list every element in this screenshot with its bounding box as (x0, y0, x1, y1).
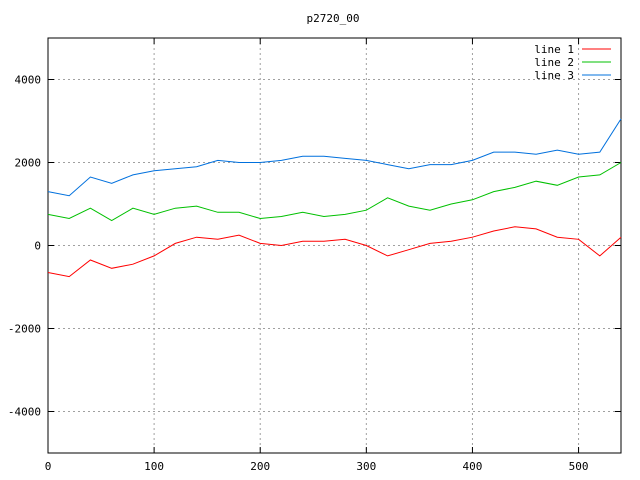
y-tick-label: 2000 (15, 157, 42, 170)
series-line-1 (47, 226, 622, 278)
x-tick-label: 400 (463, 460, 483, 473)
y-tick-label: -2000 (8, 323, 41, 336)
y-tick-label: -4000 (8, 406, 41, 419)
legend-label: line 1 (534, 43, 574, 56)
series-line-2 (47, 162, 622, 222)
x-tick-label: 200 (250, 460, 270, 473)
legend-label: line 2 (534, 56, 574, 69)
y-tick-label: 4000 (15, 74, 42, 87)
grid (48, 38, 621, 453)
chart-title: p2720_00 (307, 12, 360, 25)
series-line-3 (47, 118, 622, 197)
x-tick-label: 300 (356, 460, 376, 473)
x-tick-label: 0 (45, 460, 52, 473)
series-group (47, 118, 622, 278)
axes: 0 100 200 300 400 500 -4000 -2000 0 2000 4000 (8, 38, 621, 473)
x-tick-label: 500 (569, 460, 589, 473)
x-tick-label: 100 (144, 460, 164, 473)
y-tick-label: 0 (34, 240, 41, 253)
legend-label: line 3 (534, 69, 574, 82)
